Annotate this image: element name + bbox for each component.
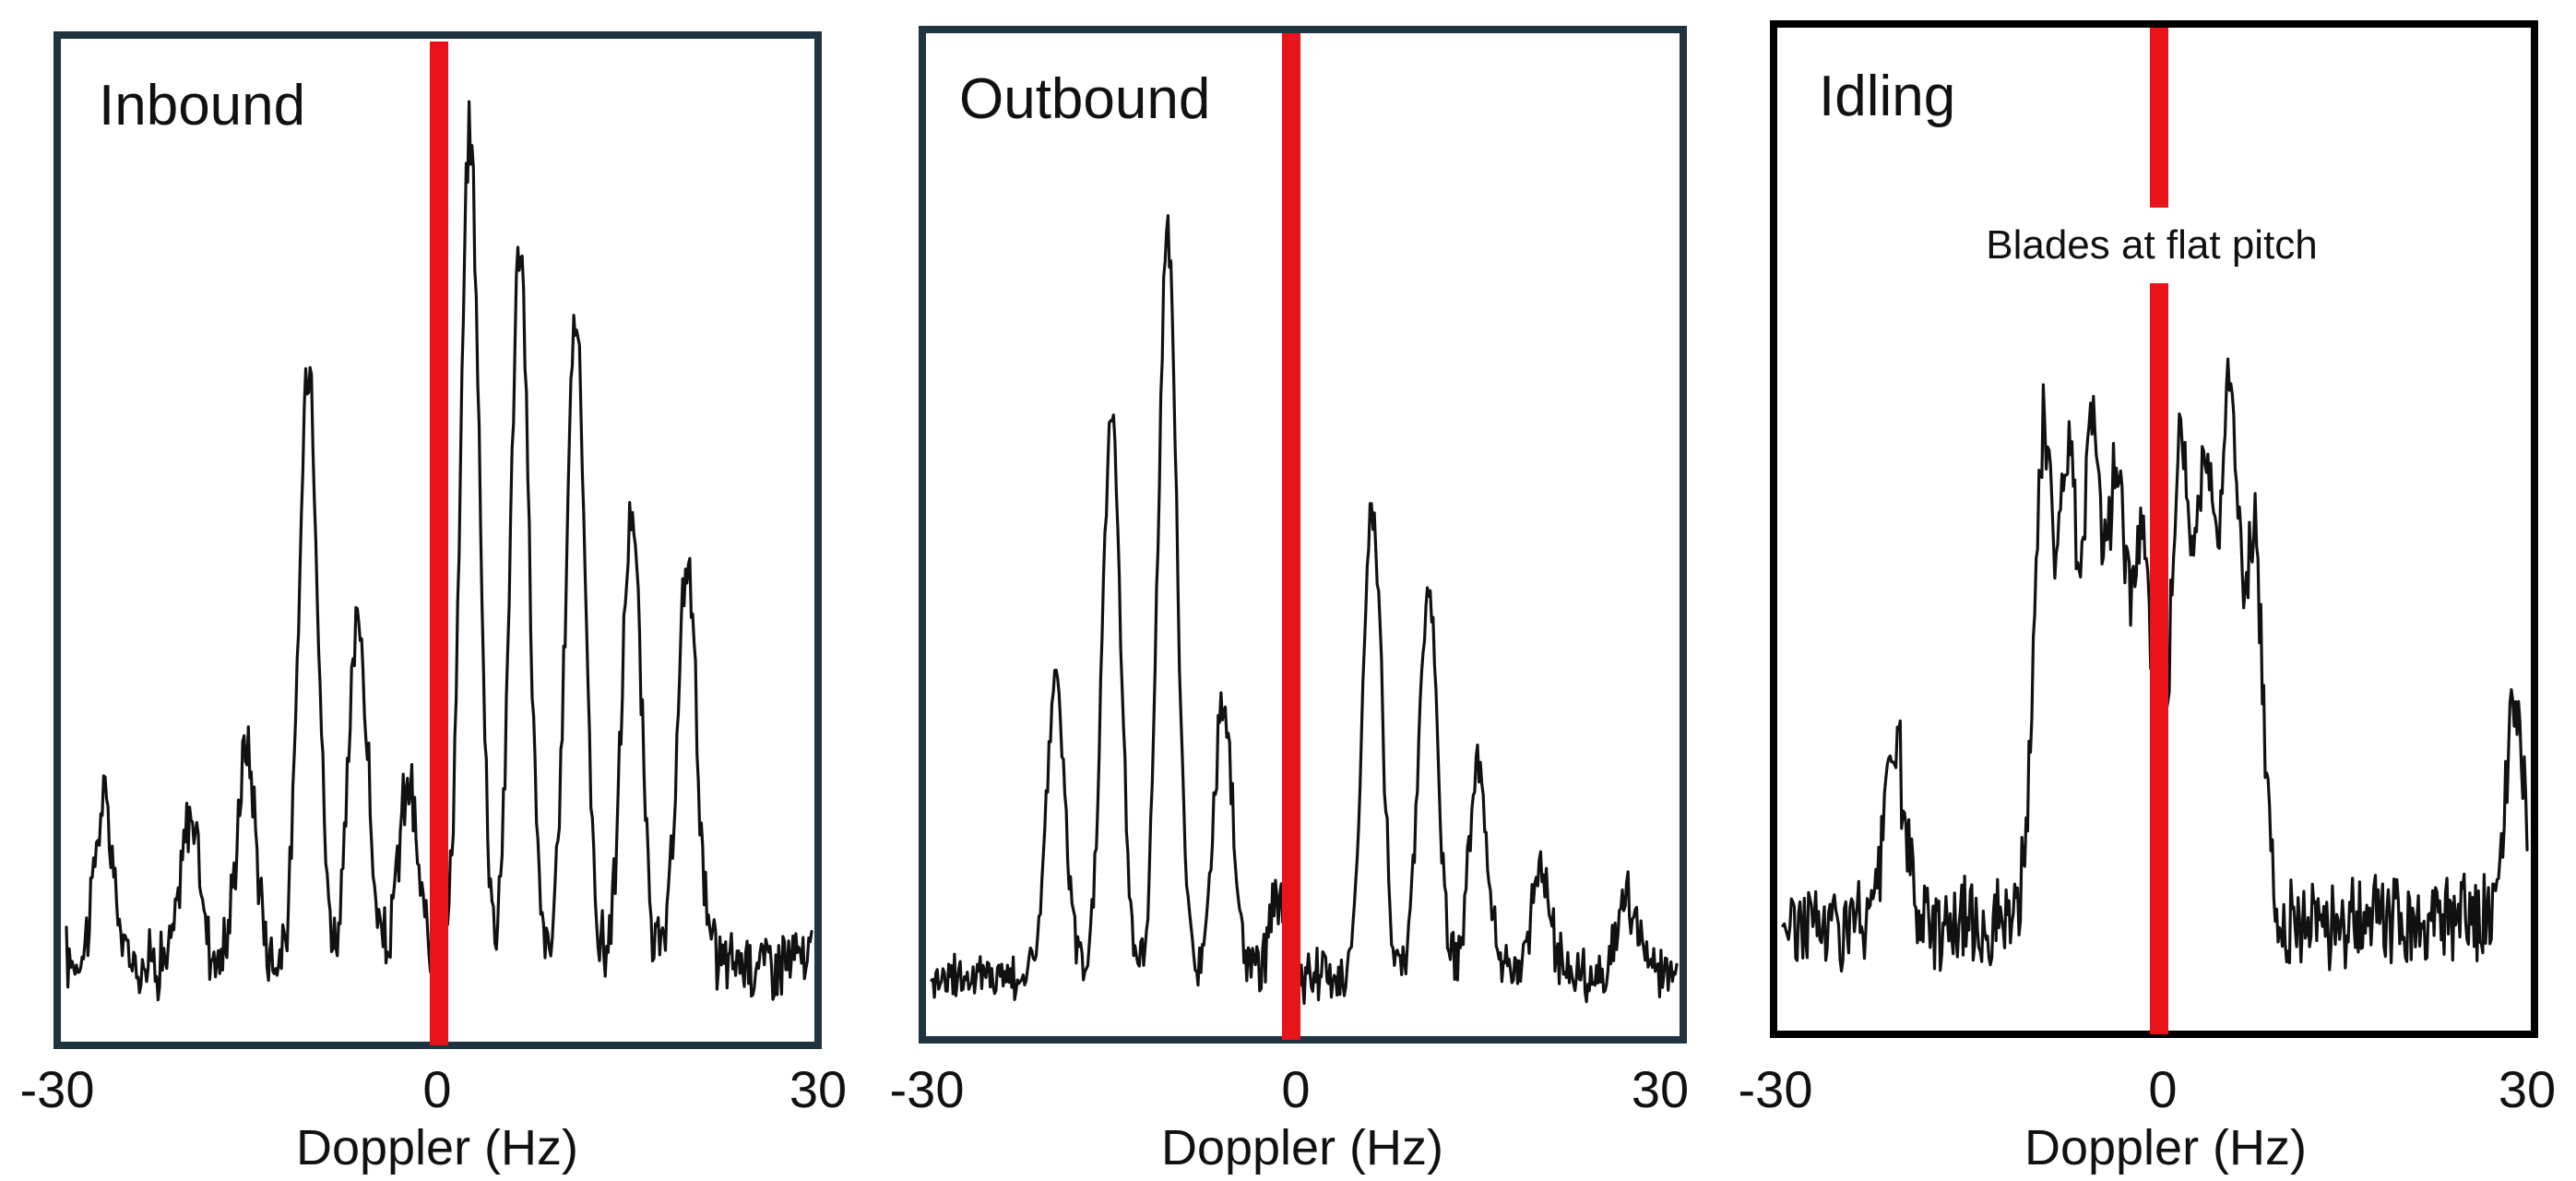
panel-inbound-title: Inbound [99, 74, 305, 137]
panel-outbound-xlabel: Doppler (Hz) [1161, 1120, 1443, 1175]
panel-idling-title: Idling [1819, 65, 1955, 128]
panel-idling-zero-marker [2150, 28, 2168, 1034]
panel-outbound-trace-group [930, 214, 1679, 1006]
panel-inbound-xtick-mid: 0 [422, 1060, 451, 1118]
panel-inbound: Inbound -30 0 30 Doppler (Hz) [20, 31, 847, 1175]
panel-idling-xtick-mid: 0 [2148, 1060, 2177, 1118]
panel-inbound-xtick-left: -30 [20, 1060, 95, 1118]
panel-idling-xtick-left: -30 [1739, 1060, 1813, 1118]
panel-idling-annotation-backdrop [1918, 208, 2380, 283]
panel-idling-xtick-right: 30 [2499, 1060, 2556, 1118]
panel-idling: Blades at flat pitch Idling -30 0 30 Dop… [1739, 20, 2556, 1175]
panel-outbound-title: Outbound [959, 67, 1210, 131]
panel-idling-xlabel: Doppler (Hz) [2024, 1120, 2307, 1175]
panel-outbound-frame [919, 26, 1687, 1044]
panel-inbound-xlabel: Doppler (Hz) [296, 1120, 578, 1175]
panel-outbound-xtick-left: -30 [890, 1060, 965, 1118]
panel-outbound-zero-marker [1282, 33, 1300, 1040]
panel-2-spectrum-trace [930, 214, 1679, 1006]
panel-inbound-zero-marker [430, 42, 448, 1045]
panel-outbound: Outbound -30 0 30 Doppler (Hz) [890, 26, 1689, 1175]
panel-inbound-xtick-right: 30 [789, 1060, 847, 1118]
panel-idling-annotation: Blades at flat pitch [1986, 222, 2318, 268]
panel-outbound-xtick-mid: 0 [1281, 1060, 1310, 1118]
panel-outbound-xtick-right: 30 [1632, 1060, 1689, 1118]
